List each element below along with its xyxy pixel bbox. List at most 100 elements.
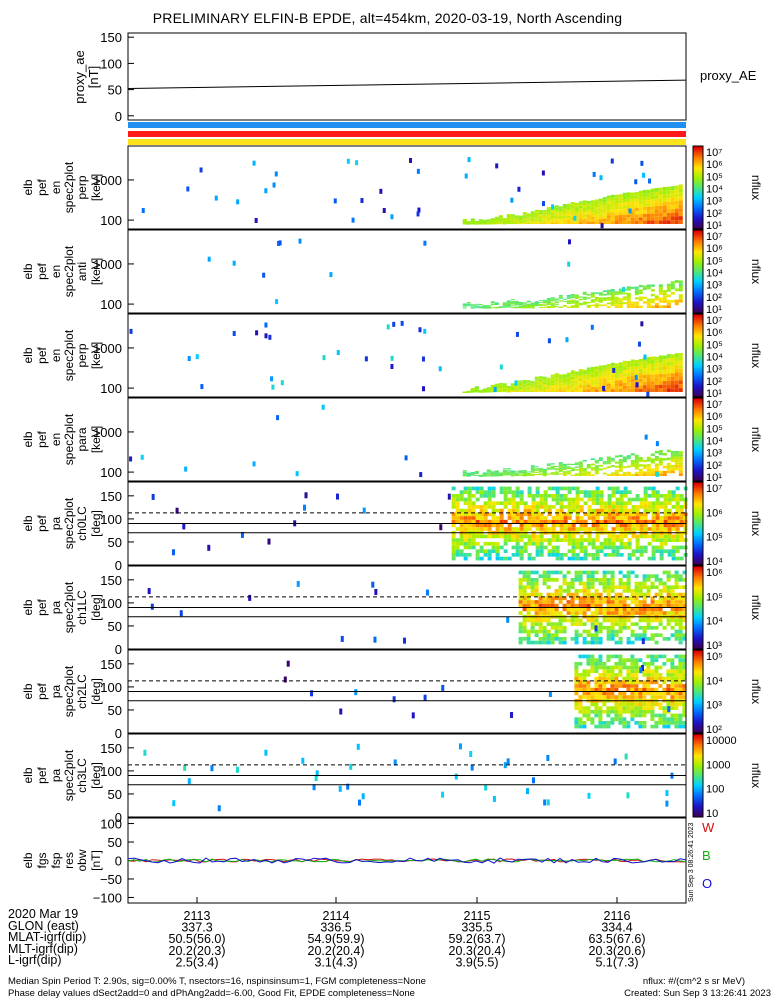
heatmap-cell	[321, 404, 325, 410]
heatmap-cell	[530, 581, 535, 586]
heatmap-cell	[682, 658, 687, 662]
heatmap-cell	[506, 304, 511, 306]
colorbar-segment	[693, 609, 703, 613]
axis-row-date: 2020 Mar 19	[8, 908, 86, 921]
heatmap-cell	[618, 304, 623, 307]
heatmap-cell	[603, 501, 608, 506]
heatmap-cell	[566, 378, 571, 381]
heatmap-cell	[534, 381, 539, 383]
heatmap-cell	[654, 680, 659, 685]
heatmap-cell	[598, 208, 603, 212]
heatmap-cell	[662, 717, 667, 722]
heatmap-cell	[634, 611, 639, 615]
heatmap-cell	[602, 290, 607, 293]
heatmap-cell	[638, 589, 643, 593]
heatmap-cell	[610, 218, 615, 222]
heatmap-cell	[534, 216, 539, 219]
y-axis-label: spec2plot	[62, 581, 76, 633]
heatmap-cell	[510, 471, 515, 473]
heatmap-cell	[642, 687, 647, 692]
heatmap-cell	[674, 204, 679, 209]
heatmap-cell	[526, 474, 531, 476]
heatmap-cell	[494, 471, 499, 473]
heatmap-cell	[563, 519, 568, 524]
heatmap-cell	[658, 216, 663, 221]
heatmap-cell	[586, 661, 591, 666]
heatmap-cell	[494, 307, 499, 309]
heatmap-cell	[490, 387, 495, 389]
heatmap-cell	[487, 553, 492, 557]
heatmap-cell	[554, 216, 559, 219]
heatmap-cell	[400, 320, 404, 326]
heatmap-cell	[642, 603, 647, 608]
heatmap-cell	[475, 505, 480, 509]
heatmap-cell	[607, 505, 612, 509]
y-axis-label: spec2plot	[62, 749, 76, 801]
heatmap-cell	[623, 508, 628, 513]
colorbar-segment	[693, 554, 703, 558]
heatmap-cell	[646, 364, 651, 368]
heatmap-cell	[542, 603, 547, 608]
heatmap-cell	[650, 374, 655, 378]
heatmap-cell	[566, 463, 571, 466]
heatmap-cell	[602, 709, 607, 714]
heatmap-cell	[650, 691, 655, 696]
heatmap-cell	[531, 505, 536, 509]
heatmap-cell	[666, 201, 671, 206]
heatmap-cell	[539, 545, 544, 550]
heatmap-cell	[514, 473, 519, 475]
heatmap-cell	[558, 467, 563, 470]
colorbar-tick-label: 10³	[706, 196, 722, 208]
heatmap-cell	[675, 508, 680, 513]
heatmap-cell	[650, 381, 655, 385]
colorbar-segment	[693, 668, 703, 672]
heatmap-cell	[490, 219, 495, 221]
heatmap-cell	[463, 541, 468, 546]
heatmap-cell	[590, 381, 595, 385]
heatmap-cell	[662, 709, 667, 714]
heatmap-cell	[494, 475, 499, 477]
heatmap-cell	[574, 473, 579, 475]
heatmap-cell	[630, 665, 635, 670]
heatmap-cell	[459, 508, 464, 513]
heatmap-cell	[674, 629, 679, 634]
colorbar-segment	[693, 556, 703, 560]
heatmap-cell	[594, 374, 599, 377]
heatmap-cell	[626, 217, 631, 221]
heatmap-cell	[655, 471, 659, 477]
heatmap-cell	[523, 527, 528, 531]
heatmap-cell	[658, 202, 663, 206]
heatmap-cell	[639, 512, 644, 517]
heatmap-cell	[591, 512, 596, 517]
heatmap-cell	[522, 574, 527, 578]
heatmap-cell	[615, 497, 620, 502]
heatmap-cell	[542, 625, 547, 630]
heatmap-cell	[606, 458, 611, 461]
heatmap-cell	[502, 470, 507, 472]
heatmap-cell	[530, 212, 535, 214]
heatmap-cell	[329, 272, 333, 278]
heatmap-cell	[594, 298, 599, 301]
heatmap-cell	[630, 362, 635, 366]
heatmap-cell	[487, 556, 492, 561]
colorbar-segment	[693, 763, 703, 766]
heatmap-cell	[634, 303, 639, 306]
heatmap-cell	[562, 205, 567, 208]
heatmap-cell	[542, 301, 547, 303]
heatmap-cell	[614, 680, 619, 685]
heatmap-cell	[658, 695, 663, 699]
heatmap-cell	[574, 684, 579, 688]
heatmap-cell	[634, 658, 639, 662]
heatmap-cell	[511, 519, 516, 524]
heatmap-cell	[538, 467, 543, 469]
y-tick-label: 1000	[93, 425, 122, 440]
heatmap-cell	[643, 534, 648, 539]
x-tick-value: 3.9(5.5)	[455, 955, 498, 969]
heatmap-cell	[538, 384, 543, 386]
heatmap-cell	[634, 179, 638, 185]
heatmap-cell	[606, 629, 611, 634]
heatmap-cell	[614, 695, 619, 699]
heatmap-cell	[635, 493, 640, 498]
heatmap-cell	[550, 467, 555, 469]
heatmap-cell	[492, 795, 496, 802]
